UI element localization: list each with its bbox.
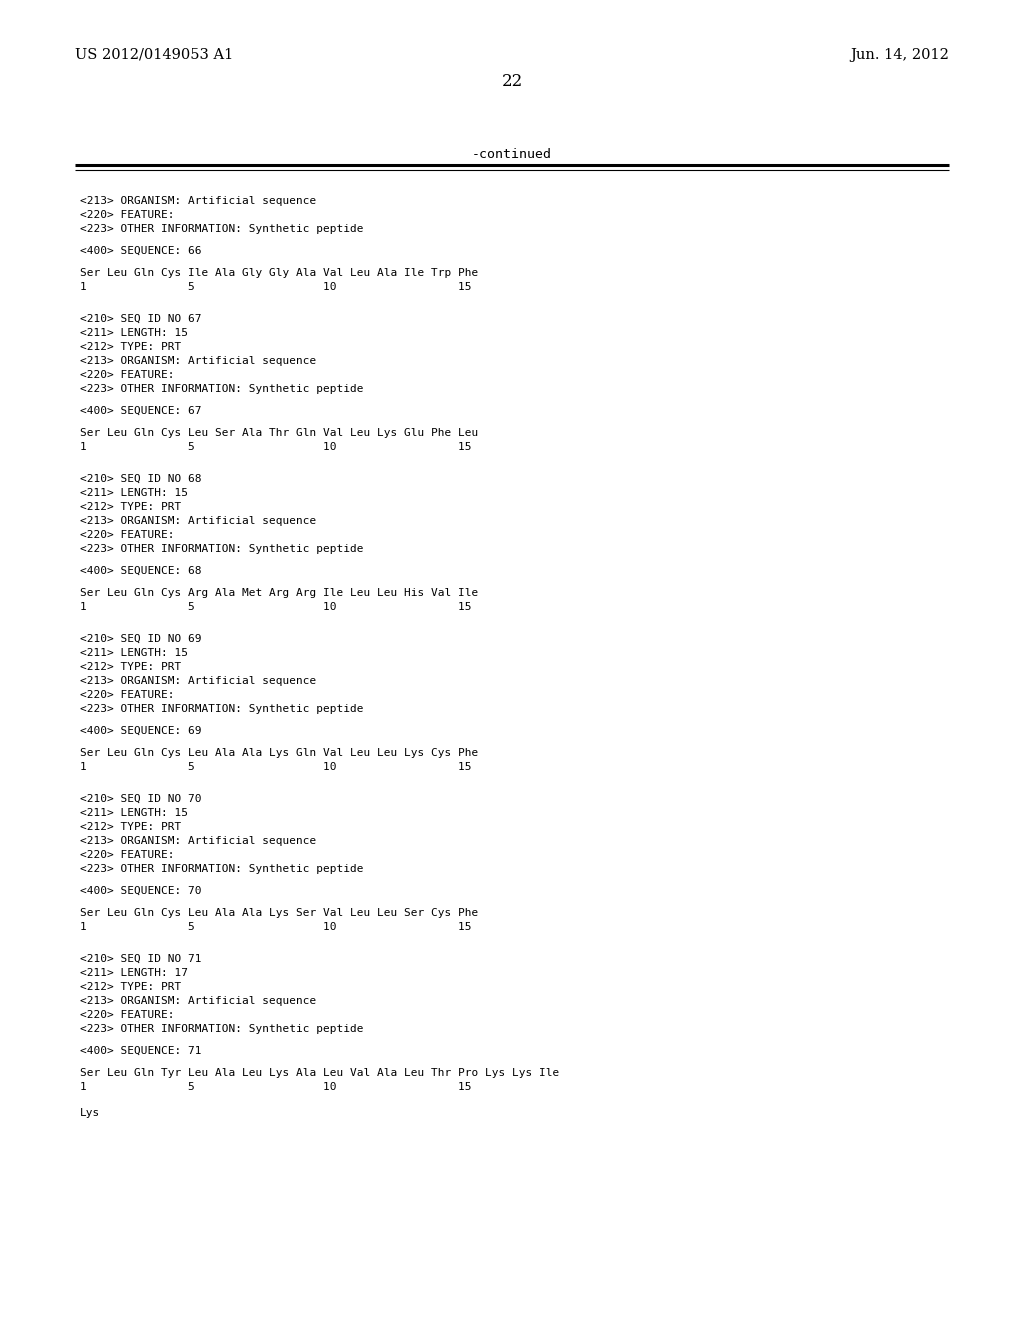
Text: <210> SEQ ID NO 71: <210> SEQ ID NO 71 xyxy=(80,954,202,964)
Text: <212> TYPE: PRT: <212> TYPE: PRT xyxy=(80,342,181,352)
Text: 22: 22 xyxy=(502,74,522,91)
Text: 1               5                   10                  15: 1 5 10 15 xyxy=(80,921,471,932)
Text: <210> SEQ ID NO 70: <210> SEQ ID NO 70 xyxy=(80,795,202,804)
Text: <223> OTHER INFORMATION: Synthetic peptide: <223> OTHER INFORMATION: Synthetic pepti… xyxy=(80,865,364,874)
Text: <212> TYPE: PRT: <212> TYPE: PRT xyxy=(80,982,181,993)
Text: Jun. 14, 2012: Jun. 14, 2012 xyxy=(850,48,949,62)
Text: Ser Leu Gln Cys Leu Ala Ala Lys Ser Val Leu Leu Ser Cys Phe: Ser Leu Gln Cys Leu Ala Ala Lys Ser Val … xyxy=(80,908,478,917)
Text: <213> ORGANISM: Artificial sequence: <213> ORGANISM: Artificial sequence xyxy=(80,195,316,206)
Text: -continued: -continued xyxy=(472,149,552,161)
Text: <400> SEQUENCE: 67: <400> SEQUENCE: 67 xyxy=(80,407,202,416)
Text: <213> ORGANISM: Artificial sequence: <213> ORGANISM: Artificial sequence xyxy=(80,836,316,846)
Text: <212> TYPE: PRT: <212> TYPE: PRT xyxy=(80,502,181,512)
Text: <211> LENGTH: 15: <211> LENGTH: 15 xyxy=(80,808,188,818)
Text: <220> FEATURE:: <220> FEATURE: xyxy=(80,370,174,380)
Text: <223> OTHER INFORMATION: Synthetic peptide: <223> OTHER INFORMATION: Synthetic pepti… xyxy=(80,1024,364,1034)
Text: <400> SEQUENCE: 71: <400> SEQUENCE: 71 xyxy=(80,1045,202,1056)
Text: <220> FEATURE:: <220> FEATURE: xyxy=(80,850,174,861)
Text: <213> ORGANISM: Artificial sequence: <213> ORGANISM: Artificial sequence xyxy=(80,356,316,366)
Text: Ser Leu Gln Tyr Leu Ala Leu Lys Ala Leu Val Ala Leu Thr Pro Lys Lys Ile: Ser Leu Gln Tyr Leu Ala Leu Lys Ala Leu … xyxy=(80,1068,559,1078)
Text: <211> LENGTH: 15: <211> LENGTH: 15 xyxy=(80,327,188,338)
Text: <210> SEQ ID NO 68: <210> SEQ ID NO 68 xyxy=(80,474,202,484)
Text: 1               5                   10                  15: 1 5 10 15 xyxy=(80,442,471,451)
Text: <211> LENGTH: 15: <211> LENGTH: 15 xyxy=(80,648,188,657)
Text: <213> ORGANISM: Artificial sequence: <213> ORGANISM: Artificial sequence xyxy=(80,676,316,686)
Text: <400> SEQUENCE: 70: <400> SEQUENCE: 70 xyxy=(80,886,202,896)
Text: <210> SEQ ID NO 69: <210> SEQ ID NO 69 xyxy=(80,634,202,644)
Text: <211> LENGTH: 15: <211> LENGTH: 15 xyxy=(80,488,188,498)
Text: <210> SEQ ID NO 67: <210> SEQ ID NO 67 xyxy=(80,314,202,323)
Text: <223> OTHER INFORMATION: Synthetic peptide: <223> OTHER INFORMATION: Synthetic pepti… xyxy=(80,384,364,393)
Text: Ser Leu Gln Cys Ile Ala Gly Gly Ala Val Leu Ala Ile Trp Phe: Ser Leu Gln Cys Ile Ala Gly Gly Ala Val … xyxy=(80,268,478,279)
Text: <212> TYPE: PRT: <212> TYPE: PRT xyxy=(80,663,181,672)
Text: <213> ORGANISM: Artificial sequence: <213> ORGANISM: Artificial sequence xyxy=(80,997,316,1006)
Text: <223> OTHER INFORMATION: Synthetic peptide: <223> OTHER INFORMATION: Synthetic pepti… xyxy=(80,544,364,554)
Text: <220> FEATURE:: <220> FEATURE: xyxy=(80,1010,174,1020)
Text: <211> LENGTH: 17: <211> LENGTH: 17 xyxy=(80,968,188,978)
Text: US 2012/0149053 A1: US 2012/0149053 A1 xyxy=(75,48,233,62)
Text: <213> ORGANISM: Artificial sequence: <213> ORGANISM: Artificial sequence xyxy=(80,516,316,525)
Text: Ser Leu Gln Cys Arg Ala Met Arg Arg Ile Leu Leu His Val Ile: Ser Leu Gln Cys Arg Ala Met Arg Arg Ile … xyxy=(80,587,478,598)
Text: Lys: Lys xyxy=(80,1107,100,1118)
Text: Ser Leu Gln Cys Leu Ala Ala Lys Gln Val Leu Leu Lys Cys Phe: Ser Leu Gln Cys Leu Ala Ala Lys Gln Val … xyxy=(80,748,478,758)
Text: <212> TYPE: PRT: <212> TYPE: PRT xyxy=(80,822,181,832)
Text: 1               5                   10                  15: 1 5 10 15 xyxy=(80,762,471,772)
Text: <223> OTHER INFORMATION: Synthetic peptide: <223> OTHER INFORMATION: Synthetic pepti… xyxy=(80,704,364,714)
Text: <400> SEQUENCE: 68: <400> SEQUENCE: 68 xyxy=(80,566,202,576)
Text: 1               5                   10                  15: 1 5 10 15 xyxy=(80,282,471,292)
Text: <400> SEQUENCE: 69: <400> SEQUENCE: 69 xyxy=(80,726,202,737)
Text: <220> FEATURE:: <220> FEATURE: xyxy=(80,210,174,220)
Text: <220> FEATURE:: <220> FEATURE: xyxy=(80,531,174,540)
Text: <400> SEQUENCE: 66: <400> SEQUENCE: 66 xyxy=(80,246,202,256)
Text: Ser Leu Gln Cys Leu Ser Ala Thr Gln Val Leu Lys Glu Phe Leu: Ser Leu Gln Cys Leu Ser Ala Thr Gln Val … xyxy=(80,428,478,438)
Text: 1               5                   10                  15: 1 5 10 15 xyxy=(80,602,471,612)
Text: <220> FEATURE:: <220> FEATURE: xyxy=(80,690,174,700)
Text: <223> OTHER INFORMATION: Synthetic peptide: <223> OTHER INFORMATION: Synthetic pepti… xyxy=(80,224,364,234)
Text: 1               5                   10                  15: 1 5 10 15 xyxy=(80,1082,471,1092)
